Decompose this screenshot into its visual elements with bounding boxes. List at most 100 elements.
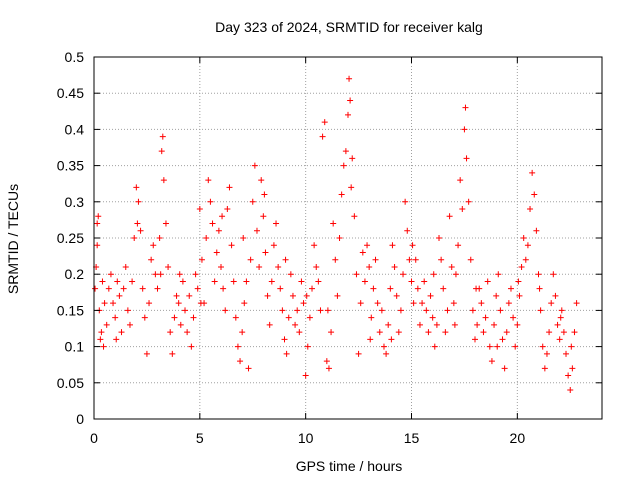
data-point (154, 285, 161, 292)
data-point (198, 256, 205, 263)
data-point (97, 336, 104, 343)
y-tick-label: 0.25 (57, 230, 84, 246)
data-point (388, 336, 395, 343)
data-point (311, 242, 318, 249)
data-point (294, 307, 301, 314)
y-tick-label: 0.45 (57, 85, 84, 101)
x-tick-label: 20 (510, 430, 526, 446)
data-point (473, 285, 480, 292)
data-point (317, 307, 324, 314)
data-point (488, 358, 495, 365)
data-point (408, 278, 415, 285)
data-point (131, 235, 138, 241)
data-point (440, 285, 447, 292)
data-point (421, 278, 428, 285)
data-point (261, 191, 268, 198)
data-point (323, 358, 330, 365)
data-point (541, 365, 548, 372)
data-point (256, 263, 263, 270)
data-point (340, 162, 347, 169)
data-point (472, 336, 478, 343)
data-point (336, 235, 343, 241)
data-point (448, 263, 455, 270)
data-point (113, 336, 120, 343)
data-point (522, 256, 529, 263)
data-point (103, 321, 110, 328)
data-point (409, 242, 416, 249)
data-point (230, 278, 237, 285)
data-point (531, 191, 538, 198)
data-point (484, 278, 491, 285)
data-point (383, 350, 390, 357)
data-point (209, 220, 216, 227)
data-point (497, 307, 504, 314)
data-point (194, 285, 201, 292)
data-point (389, 242, 396, 249)
data-point (512, 343, 519, 350)
data-point (249, 198, 256, 205)
data-point (162, 220, 169, 227)
data-point (251, 162, 258, 169)
data-point (283, 350, 290, 357)
data-point (176, 271, 183, 278)
data-point (376, 329, 383, 336)
data-point (173, 292, 180, 299)
data-point (567, 387, 574, 394)
data-point (281, 336, 288, 343)
data-point (243, 278, 250, 285)
data-point (431, 343, 438, 350)
data-point (134, 220, 141, 227)
data-point (505, 300, 512, 307)
y-tick-label: 0.1 (65, 339, 85, 355)
data-point (226, 184, 233, 191)
data-point (501, 365, 508, 372)
data-point (324, 307, 331, 314)
data-point (171, 314, 178, 321)
data-point (510, 314, 517, 321)
data-point (429, 314, 436, 321)
data-point (302, 372, 309, 379)
data-point (287, 271, 294, 278)
data-point (520, 235, 527, 241)
y-tick-label: 0.4 (65, 121, 85, 137)
data-point (442, 329, 449, 336)
data-point (482, 314, 489, 321)
data-point (455, 242, 462, 249)
data-point (402, 198, 409, 205)
y-tick-label: 0 (76, 411, 84, 427)
data-point (232, 314, 239, 321)
data-point (137, 227, 144, 234)
data-point (361, 278, 368, 285)
data-point (463, 155, 470, 162)
data-point (423, 307, 430, 314)
data-point (347, 97, 354, 104)
data-point (275, 263, 282, 270)
data-point (139, 285, 146, 292)
data-point (124, 307, 131, 314)
data-point (493, 292, 500, 299)
data-point (319, 133, 326, 140)
data-point (99, 278, 106, 285)
data-point (215, 227, 222, 234)
x-tick-label: 15 (404, 430, 420, 446)
data-point (412, 256, 419, 263)
data-point (527, 206, 534, 213)
data-point (260, 213, 267, 220)
data-point (364, 242, 371, 249)
data-point (264, 292, 271, 299)
data-point (247, 256, 254, 263)
data-point (219, 213, 226, 220)
data-point (406, 256, 413, 263)
data-point (474, 321, 481, 328)
data-point (268, 278, 275, 285)
data-point (393, 292, 400, 299)
data-point (253, 227, 260, 234)
data-point (196, 206, 203, 213)
data-point (141, 314, 148, 321)
data-point (306, 314, 313, 321)
data-point (240, 235, 247, 241)
data-point (467, 256, 474, 263)
data-point (273, 220, 280, 227)
data-point (116, 292, 123, 299)
